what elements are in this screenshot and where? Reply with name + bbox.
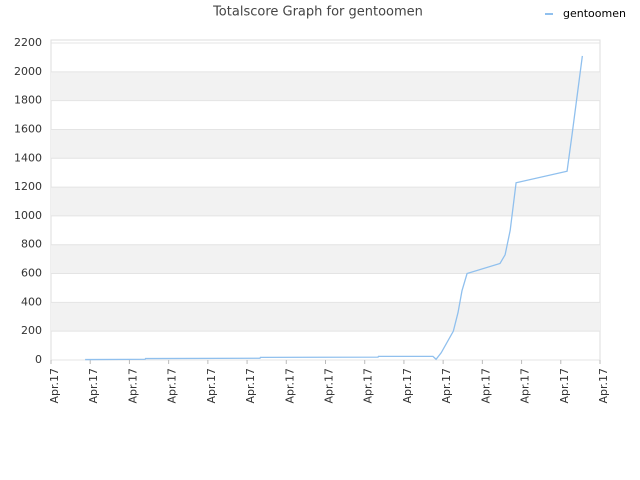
x-tick-label: Apr.17 (48, 368, 61, 404)
x-tick-label: Apr.17 (205, 368, 218, 404)
x-tick-label: Apr.17 (323, 368, 336, 404)
y-tick-label: 2000 (14, 65, 42, 78)
x-tick-label: Apr.17 (479, 368, 492, 404)
y-tick-label: 0 (35, 353, 42, 366)
grid-band (51, 302, 600, 332)
line-series (85, 55, 583, 361)
grid-band (51, 71, 600, 101)
x-tick-label: Apr.17 (126, 368, 139, 404)
y-tick-label: 400 (21, 295, 42, 308)
x-tick-label: Apr.17 (519, 368, 532, 404)
grid-band (51, 244, 600, 274)
x-tick-label: Apr.17 (558, 368, 571, 404)
x-tick-label: Apr.17 (244, 368, 257, 404)
x-tick-label: Apr.17 (87, 368, 100, 404)
y-tick-label: 1600 (14, 122, 42, 135)
y-tick-label: 600 (21, 267, 42, 280)
x-tick-label: Apr.17 (166, 368, 179, 404)
x-tick-label: Apr.17 (597, 368, 610, 404)
x-tick-label: Apr.17 (440, 368, 453, 404)
y-tick-label: 2200 (14, 36, 42, 49)
y-tick-label: 800 (21, 238, 42, 251)
grid-band (51, 187, 600, 216)
y-tick-label: 200 (21, 324, 42, 337)
x-tick-label: Apr.17 (362, 368, 375, 404)
y-tick-label: 1000 (14, 209, 42, 222)
chart-title: Totalscore Graph for gentoomen (212, 5, 423, 20)
y-tick-label: 1400 (14, 151, 42, 164)
grid-band (51, 129, 600, 159)
x-tick-label: Apr.17 (401, 368, 414, 404)
y-tick-label: 1800 (14, 94, 42, 107)
y-tick-label: 1200 (14, 180, 42, 193)
x-tick-label: Apr.17 (283, 368, 296, 404)
legend-label: gentoomen (563, 7, 626, 20)
